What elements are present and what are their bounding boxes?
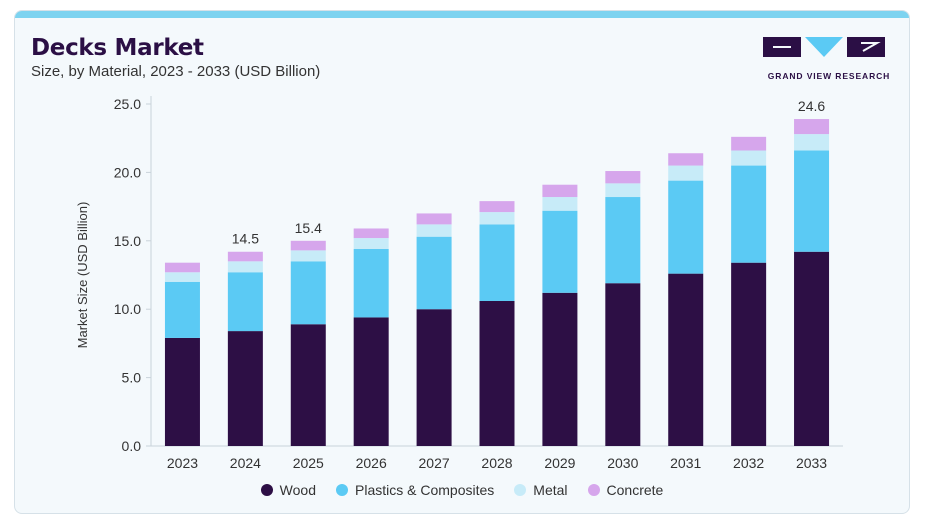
x-tick-label: 2023: [167, 455, 198, 471]
bar-wood-2029: [542, 292, 578, 446]
bar-metal-2027: [416, 224, 452, 237]
bar-metal-2029: [542, 197, 578, 211]
bar-wood-2031: [668, 273, 704, 446]
chart-legend: Wood Plastics & Composites Metal Concrete: [15, 482, 909, 498]
legend-item: Wood: [260, 482, 316, 498]
bar-plastics-composites-2025: [290, 261, 326, 325]
y-tick-label: 15.0: [114, 233, 141, 249]
bar-metal-2026: [353, 238, 389, 250]
bar-wood-2032: [731, 262, 767, 446]
bar-plastics-composites-2032: [731, 165, 767, 263]
bar-plastics-composites-2030: [605, 197, 641, 284]
x-tick-label: 2033: [796, 455, 827, 471]
bar-metal-2030: [605, 183, 641, 198]
legend-dot-icon: [514, 484, 527, 496]
chart-card: Decks Market Size, by Material, 2023 - 2…: [14, 10, 910, 514]
bar-concrete-2028: [479, 201, 515, 213]
grand-view-research-logo: GRAND VIEW RESEARCH: [763, 35, 895, 87]
bar-concrete-2031: [668, 153, 704, 166]
bar-metal-2031: [668, 165, 704, 181]
x-tick-label: 2025: [293, 455, 324, 471]
bar-wood-2028: [479, 300, 515, 446]
legend-dot-icon: [336, 484, 348, 496]
bar-metal-2025: [290, 250, 326, 262]
legend-label: Metal: [533, 482, 568, 498]
legend-item: Plastics & Composites: [336, 482, 494, 498]
legend-label: Concrete: [606, 482, 664, 498]
bar-concrete-2025: [290, 240, 326, 251]
x-tick-label: 2032: [733, 455, 764, 471]
legend-label: Wood: [279, 482, 316, 498]
bar-concrete-2032: [731, 136, 767, 151]
data-label-2024: 14.5: [232, 231, 259, 247]
bar-plastics-composites-2027: [416, 236, 452, 310]
x-tick-label: 2026: [356, 455, 387, 471]
y-tick-label: 0.0: [122, 438, 142, 454]
x-tick-label: 2029: [544, 455, 575, 471]
y-tick-label: 25.0: [114, 96, 141, 112]
bar-plastics-composites-2033: [794, 150, 830, 252]
bar-metal-2033: [794, 134, 830, 151]
bar-plastics-composites-2029: [542, 210, 578, 293]
y-tick-label: 20.0: [114, 164, 141, 180]
bar-metal-2032: [731, 150, 767, 166]
chart-subtitle: Size, by Material, 2023 - 2033 (USD Bill…: [31, 63, 321, 80]
bar-plastics-composites-2023: [164, 281, 200, 338]
brand-name: GRAND VIEW RESEARCH: [767, 71, 891, 81]
bar-metal-2023: [164, 272, 200, 282]
bar-metal-2024: [227, 261, 263, 273]
x-tick-label: 2030: [607, 455, 638, 471]
bar-plastics-composites-2024: [227, 272, 263, 332]
legend-dot-icon: [260, 484, 273, 496]
bar-wood-2033: [794, 251, 830, 446]
bar-concrete-2024: [227, 251, 263, 262]
legend-item: Concrete: [587, 482, 664, 498]
y-axis-title: Market Size (USD Billion): [75, 202, 90, 349]
bar-wood-2027: [416, 309, 452, 446]
bar-wood-2023: [164, 337, 200, 446]
chart-title: Decks Market: [31, 35, 204, 61]
data-label-2033: 24.6: [798, 98, 825, 114]
bar-plastics-composites-2026: [353, 249, 389, 318]
bar-plastics-composites-2031: [668, 180, 704, 274]
logo-icon: [763, 37, 885, 57]
bar-metal-2028: [479, 212, 515, 225]
accent-bar: [15, 11, 909, 18]
bar-concrete-2030: [605, 171, 641, 184]
y-tick-label: 10.0: [114, 301, 141, 317]
bar-concrete-2023: [164, 262, 200, 273]
bar-concrete-2033: [794, 119, 830, 135]
data-label-2025: 15.4: [295, 220, 322, 236]
bar-plastics-composites-2028: [479, 224, 515, 301]
y-tick-label: 5.0: [122, 370, 142, 386]
bar-wood-2024: [227, 331, 263, 446]
bar-wood-2025: [290, 324, 326, 446]
bar-wood-2026: [353, 317, 389, 446]
legend-dot-icon: [587, 484, 600, 496]
x-tick-label: 2031: [670, 455, 701, 471]
legend-label: Plastics & Composites: [355, 482, 495, 498]
stacked-bar-chart: 0.0 5.0 10.0 15.0 20.0 25.0 Market Size (USD B…: [75, 96, 843, 471]
bar-concrete-2027: [416, 213, 452, 225]
bar-concrete-2026: [353, 228, 389, 239]
bar-concrete-2029: [542, 184, 578, 198]
bar-wood-2030: [605, 283, 641, 446]
x-tick-label: 2027: [419, 455, 450, 471]
legend-item: Metal: [514, 482, 568, 498]
x-tick-label: 2028: [481, 455, 512, 471]
x-tick-label: 2024: [230, 455, 261, 471]
